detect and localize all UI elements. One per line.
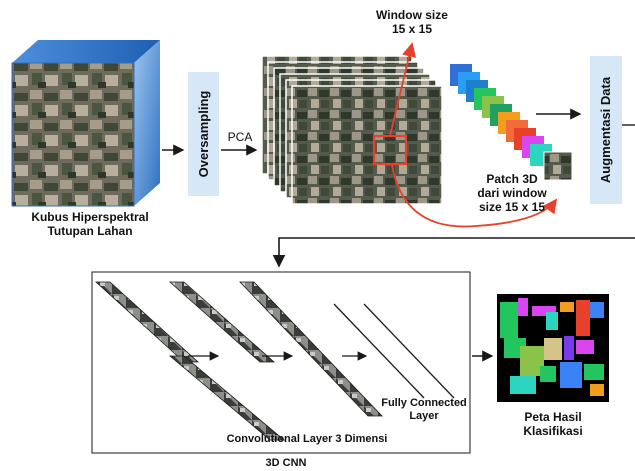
augmentation-label: Augmentasi Data	[598, 76, 613, 184]
cnn-frame	[91, 271, 471, 454]
augmentation-box	[590, 56, 622, 204]
patch-label-line-2: dari window	[477, 186, 547, 200]
patch-3d-stack	[450, 64, 573, 181]
hyperspectral-cube	[11, 40, 160, 207]
classification-map	[497, 294, 609, 402]
conv-layer-label: Convolutional Layer 3 Dimensi	[226, 433, 388, 445]
right-arrow-icon	[272, 237, 635, 268]
conv-stack	[94, 281, 286, 441]
fully-connected-label-line-2: Layer	[409, 410, 439, 422]
curved-arrow-icon	[389, 42, 417, 137]
result-label-line-2: Klasifikasi	[523, 424, 583, 438]
result-label-line-1: Peta Hasil	[524, 410, 582, 424]
pca-label: PCA	[227, 130, 253, 144]
oversampling-label: Oversampling	[196, 90, 211, 178]
window-size-label: Window size	[376, 8, 448, 22]
oversampling-box	[188, 72, 219, 196]
window-dims-label: 15 x 15	[391, 22, 433, 36]
fully-connected-line	[363, 303, 455, 399]
cube-caption-line-2: Tutupan Lahan	[47, 224, 133, 238]
pca-image-stack	[261, 55, 443, 205]
conv-stack	[239, 281, 383, 417]
cnn-3d-label: 3D CNN	[265, 457, 307, 469]
fully-connected-label-line-1: Fully Connected	[381, 397, 467, 409]
cube-caption-line-1: Kubus Hiperspektral	[31, 210, 149, 224]
conv-stack	[168, 281, 276, 363]
patch-label-line-1: Patch 3D	[486, 172, 538, 186]
curved-arrow-icon	[391, 164, 558, 228]
fully-connected-line	[333, 303, 425, 399]
patch-label-line-3: size 15 x 15	[478, 200, 546, 214]
